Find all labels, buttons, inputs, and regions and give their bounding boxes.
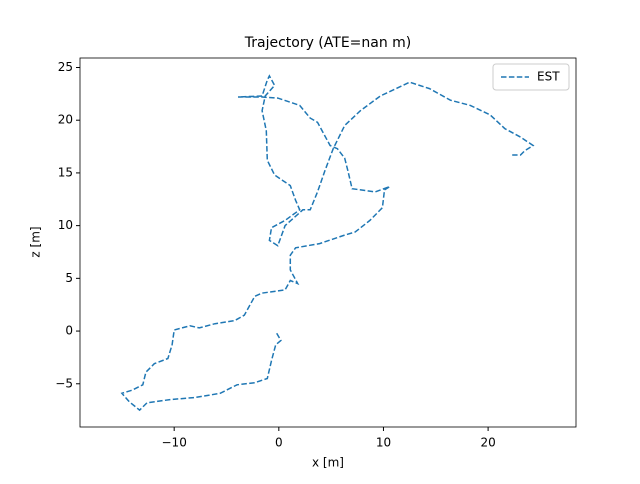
- y-tick-label: 5: [65, 271, 73, 285]
- plot-frame: [79, 57, 577, 428]
- y-tick-label: 10: [58, 218, 73, 232]
- x-axis-label: x [m]: [312, 456, 344, 470]
- x-tick-label: 20: [480, 436, 495, 450]
- x-tick-label: 0: [275, 436, 283, 450]
- legend-label: EST: [537, 70, 560, 84]
- y-tick-label: −5: [55, 376, 73, 390]
- y-tick-label: 0: [65, 324, 73, 338]
- legend-box: [492, 63, 570, 91]
- y-axis-label: z [m]: [29, 226, 43, 257]
- trajectory-line: [120, 74, 535, 412]
- x-tick-label: 10: [376, 436, 391, 450]
- chart-title: Trajectory (ATE=nan m): [244, 35, 412, 51]
- x-tick-label: −10: [162, 436, 187, 450]
- y-tick-label: 20: [58, 113, 73, 127]
- y-tick-label: 25: [58, 60, 73, 74]
- y-tick-label: 15: [58, 165, 73, 179]
